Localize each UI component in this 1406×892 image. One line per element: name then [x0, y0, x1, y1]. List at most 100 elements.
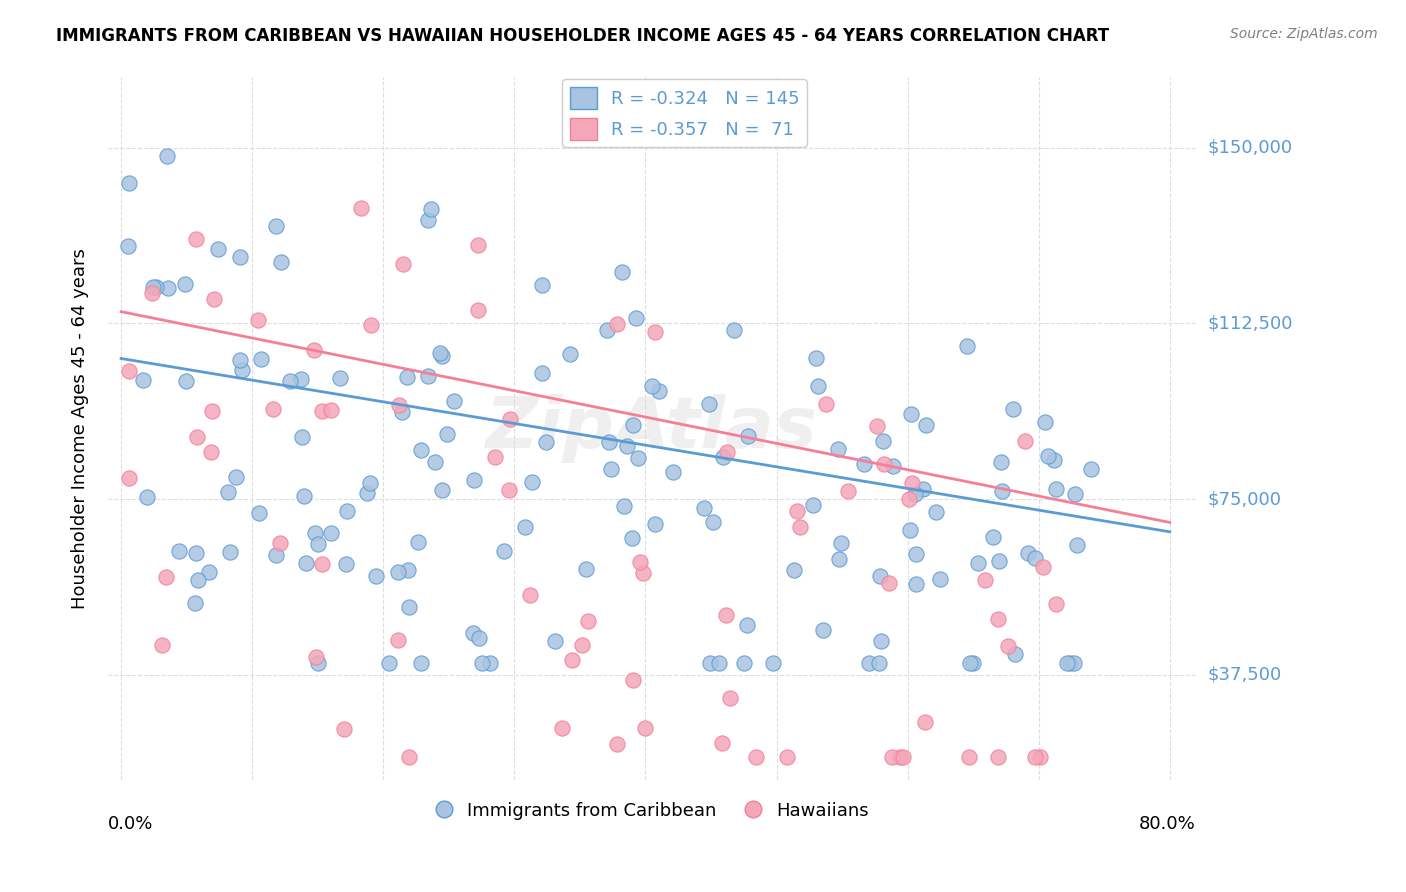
Point	[305, 649, 328, 664]
Point	[783, 563, 806, 577]
Point	[198, 565, 221, 579]
Point	[1017, 546, 1039, 560]
Point	[231, 363, 253, 377]
Point	[360, 318, 382, 333]
Point	[184, 545, 207, 559]
Text: $37,500: $37,500	[1208, 665, 1281, 683]
Text: $75,000: $75,000	[1208, 490, 1281, 508]
Point	[551, 721, 574, 735]
Point	[904, 547, 927, 561]
Point	[536, 435, 558, 450]
Point	[699, 656, 721, 670]
Point	[714, 607, 737, 622]
Point	[156, 281, 179, 295]
Point	[911, 482, 934, 496]
Point	[702, 515, 724, 529]
Point	[598, 434, 620, 449]
Point	[311, 404, 333, 418]
Point	[1059, 656, 1081, 670]
Point	[1063, 656, 1085, 670]
Point	[716, 445, 738, 459]
Point	[898, 523, 921, 537]
Point	[561, 653, 583, 667]
Point	[1002, 402, 1025, 417]
Point	[461, 626, 484, 640]
Point	[641, 378, 664, 392]
Point	[991, 483, 1014, 498]
Point	[801, 498, 824, 512]
Point	[201, 404, 224, 418]
Point	[145, 280, 167, 294]
Point	[1045, 597, 1067, 611]
Point	[311, 557, 333, 571]
Point	[184, 596, 207, 610]
Point	[613, 499, 636, 513]
Point	[815, 397, 838, 411]
Point	[530, 366, 553, 380]
Point	[596, 323, 619, 337]
Text: $150,000: $150,000	[1208, 138, 1292, 157]
Point	[628, 555, 651, 569]
Point	[974, 573, 997, 587]
Point	[737, 428, 759, 442]
Point	[957, 749, 980, 764]
Point	[900, 476, 922, 491]
Point	[436, 427, 458, 442]
Point	[117, 239, 139, 253]
Point	[987, 612, 1010, 626]
Point	[786, 503, 808, 517]
Point	[429, 346, 451, 360]
Point	[249, 351, 271, 366]
Point	[229, 250, 252, 264]
Point	[411, 442, 433, 457]
Point	[928, 572, 950, 586]
Text: 80.0%: 80.0%	[1139, 815, 1197, 833]
Point	[467, 302, 489, 317]
Point	[733, 656, 755, 670]
Point	[378, 656, 401, 670]
Point	[416, 369, 439, 384]
Point	[616, 439, 638, 453]
Point	[990, 455, 1012, 469]
Point	[571, 639, 593, 653]
Point	[898, 491, 921, 506]
Point	[269, 535, 291, 549]
Point	[837, 484, 859, 499]
Point	[247, 507, 270, 521]
Point	[430, 349, 453, 363]
Point	[828, 551, 851, 566]
Point	[1014, 434, 1036, 449]
Point	[789, 520, 811, 534]
Point	[136, 490, 159, 504]
Point	[291, 430, 314, 444]
Point	[889, 749, 911, 764]
Point	[366, 569, 388, 583]
Point	[395, 370, 418, 384]
Point	[217, 484, 239, 499]
Point	[707, 656, 730, 670]
Point	[155, 570, 177, 584]
Point	[118, 471, 141, 485]
Point	[853, 457, 876, 471]
Point	[644, 325, 666, 339]
Point	[131, 373, 153, 387]
Point	[631, 566, 654, 580]
Point	[699, 397, 721, 411]
Point	[900, 407, 922, 421]
Point	[202, 292, 225, 306]
Point	[1024, 551, 1046, 566]
Point	[290, 371, 312, 385]
Point	[270, 255, 292, 269]
Point	[1056, 656, 1078, 670]
Point	[519, 588, 541, 602]
Point	[207, 242, 229, 256]
Point	[522, 475, 544, 490]
Point	[869, 568, 891, 582]
Point	[356, 486, 378, 500]
Point	[723, 323, 745, 337]
Text: $112,500: $112,500	[1208, 314, 1292, 333]
Point	[560, 347, 582, 361]
Point	[599, 462, 621, 476]
Point	[333, 722, 356, 736]
Point	[515, 519, 537, 533]
